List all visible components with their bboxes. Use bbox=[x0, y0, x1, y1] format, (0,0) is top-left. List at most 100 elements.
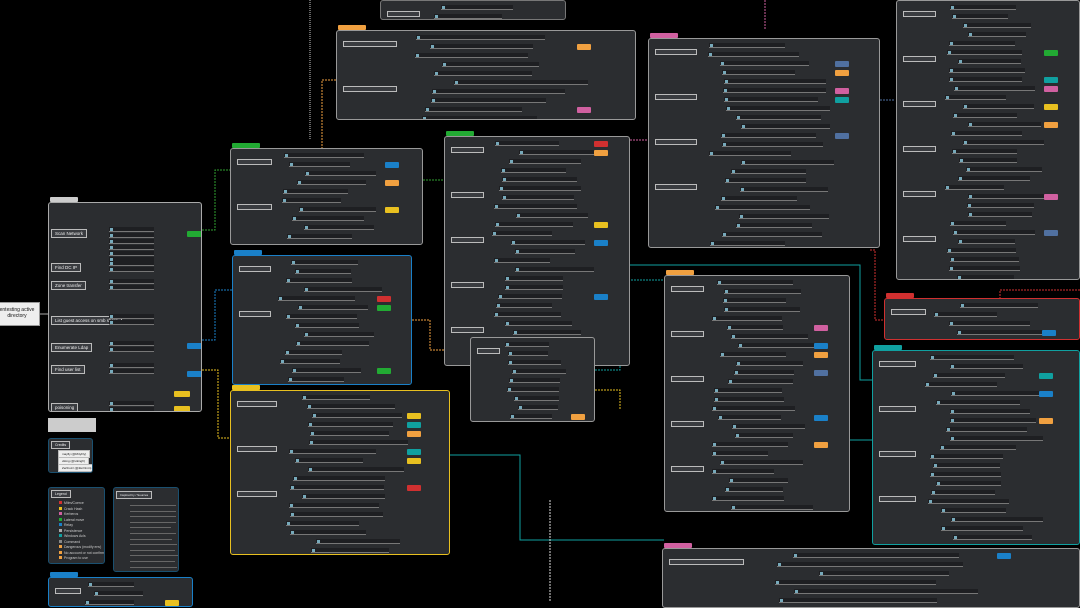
node-leaf[interactable] bbox=[709, 241, 786, 246]
node-leaf[interactable] bbox=[953, 86, 1035, 91]
node-leaf[interactable] bbox=[109, 369, 154, 374]
node-leaf[interactable] bbox=[422, 116, 538, 119]
branch-node[interactable] bbox=[451, 147, 485, 153]
node-leaf[interactable] bbox=[932, 463, 1001, 468]
node-leaf[interactable] bbox=[957, 59, 1021, 64]
node-leaf[interactable] bbox=[286, 278, 352, 283]
node-leaf[interactable] bbox=[957, 239, 1015, 244]
branch-scan-network[interactable]: Scan Network bbox=[51, 229, 88, 238]
node-leaf[interactable] bbox=[109, 245, 154, 250]
node-leaf[interactable] bbox=[968, 194, 1045, 199]
node-leaf[interactable] bbox=[85, 600, 134, 605]
node-leaf[interactable] bbox=[940, 508, 1006, 513]
node-leaf[interactable] bbox=[304, 171, 377, 176]
branch-node[interactable] bbox=[237, 204, 272, 210]
root-node[interactable]: entesting active directory bbox=[0, 302, 40, 326]
node-leaf[interactable] bbox=[712, 496, 784, 501]
node-leaf[interactable] bbox=[501, 195, 574, 200]
node-leaf[interactable] bbox=[492, 231, 553, 236]
result-tag[interactable] bbox=[813, 352, 828, 358]
node-leaf[interactable] bbox=[510, 240, 586, 245]
node-leaf[interactable] bbox=[286, 234, 352, 239]
node-leaf[interactable] bbox=[968, 122, 1041, 127]
source-link[interactable] bbox=[130, 553, 178, 557]
node-leaf[interactable] bbox=[294, 269, 352, 274]
node-leaf[interactable] bbox=[733, 370, 795, 375]
node-leaf[interactable] bbox=[709, 43, 786, 48]
node-leaf[interactable] bbox=[949, 221, 1007, 226]
node-leaf[interactable] bbox=[720, 133, 817, 138]
result-tag[interactable] bbox=[593, 240, 608, 246]
node-leaf[interactable] bbox=[949, 77, 1022, 82]
node-leaf[interactable] bbox=[513, 396, 560, 401]
result-tag[interactable] bbox=[1044, 50, 1059, 56]
node-leaf[interactable] bbox=[776, 562, 963, 567]
result-tag[interactable] bbox=[1044, 194, 1059, 200]
node-leaf[interactable] bbox=[715, 205, 811, 210]
node-leaf[interactable] bbox=[966, 203, 1035, 208]
node-leaf[interactable] bbox=[510, 414, 552, 419]
node-leaf[interactable] bbox=[508, 360, 561, 365]
result-tag[interactable] bbox=[407, 422, 421, 428]
branch-node[interactable] bbox=[55, 588, 82, 594]
node-leaf[interactable] bbox=[722, 142, 823, 147]
result-tag[interactable] bbox=[377, 296, 391, 302]
node-leaf[interactable] bbox=[289, 449, 377, 454]
node-leaf[interactable] bbox=[927, 499, 1009, 504]
node-leaf[interactable] bbox=[948, 266, 1021, 271]
node-leaf[interactable] bbox=[959, 303, 1039, 308]
node-leaf[interactable] bbox=[735, 115, 821, 120]
node-leaf[interactable] bbox=[284, 350, 342, 355]
node-leaf[interactable] bbox=[930, 355, 1014, 360]
node-leaf[interactable] bbox=[712, 316, 782, 321]
node-leaf[interactable] bbox=[925, 382, 998, 387]
node-leaf[interactable] bbox=[948, 321, 1030, 326]
node-leaf[interactable] bbox=[93, 591, 144, 596]
node-leaf[interactable] bbox=[430, 44, 534, 49]
node-leaf[interactable] bbox=[711, 442, 789, 447]
node-leaf[interactable] bbox=[949, 5, 1017, 10]
node-leaf[interactable] bbox=[949, 41, 1016, 46]
node-leaf[interactable] bbox=[950, 409, 1031, 414]
node-leaf[interactable] bbox=[711, 451, 768, 456]
node-leaf[interactable] bbox=[792, 553, 960, 558]
branch-zone-transfer[interactable]: Zone transfer bbox=[51, 281, 86, 290]
node-leaf[interactable] bbox=[952, 113, 1017, 118]
branch-node[interactable] bbox=[237, 159, 272, 165]
node-leaf[interactable] bbox=[935, 481, 1002, 486]
node-leaf[interactable] bbox=[431, 89, 565, 94]
node-leaf[interactable] bbox=[935, 400, 1021, 405]
node-leaf[interactable] bbox=[109, 341, 154, 346]
node-leaf[interactable] bbox=[109, 285, 154, 290]
node-leaf[interactable] bbox=[958, 158, 1018, 163]
node-leaf[interactable] bbox=[109, 314, 154, 319]
node-leaf[interactable] bbox=[932, 373, 1005, 378]
node-leaf[interactable] bbox=[738, 343, 817, 348]
result-tag[interactable] bbox=[187, 343, 201, 349]
node-leaf[interactable] bbox=[281, 198, 342, 203]
source-link[interactable] bbox=[130, 548, 176, 551]
node-leaf[interactable] bbox=[962, 140, 1045, 145]
node-leaf[interactable] bbox=[718, 415, 781, 420]
node-leaf[interactable] bbox=[287, 377, 344, 382]
credit-item[interactable]: Zer0ruzz (@ZerOmin) bbox=[58, 464, 92, 472]
node-leaf[interactable] bbox=[962, 104, 1035, 109]
node-leaf[interactable] bbox=[296, 341, 370, 346]
node-leaf[interactable] bbox=[518, 150, 601, 155]
node-leaf[interactable] bbox=[949, 68, 1025, 73]
node-leaf[interactable] bbox=[424, 107, 523, 112]
node-leaf[interactable] bbox=[740, 187, 828, 192]
node-leaf[interactable] bbox=[434, 14, 503, 19]
node-leaf[interactable] bbox=[289, 162, 350, 167]
node-leaf[interactable] bbox=[956, 275, 1015, 279]
node-leaf[interactable] bbox=[735, 361, 804, 366]
node-leaf[interactable] bbox=[950, 418, 1037, 423]
node-leaf[interactable] bbox=[509, 159, 581, 164]
node-leaf[interactable] bbox=[730, 505, 814, 510]
node-leaf[interactable] bbox=[307, 404, 395, 409]
result-tag[interactable] bbox=[813, 442, 828, 448]
node-leaf[interactable] bbox=[296, 180, 367, 185]
node-leaf[interactable] bbox=[289, 485, 384, 490]
node-leaf[interactable] bbox=[779, 598, 937, 603]
branch-node[interactable] bbox=[237, 446, 277, 452]
